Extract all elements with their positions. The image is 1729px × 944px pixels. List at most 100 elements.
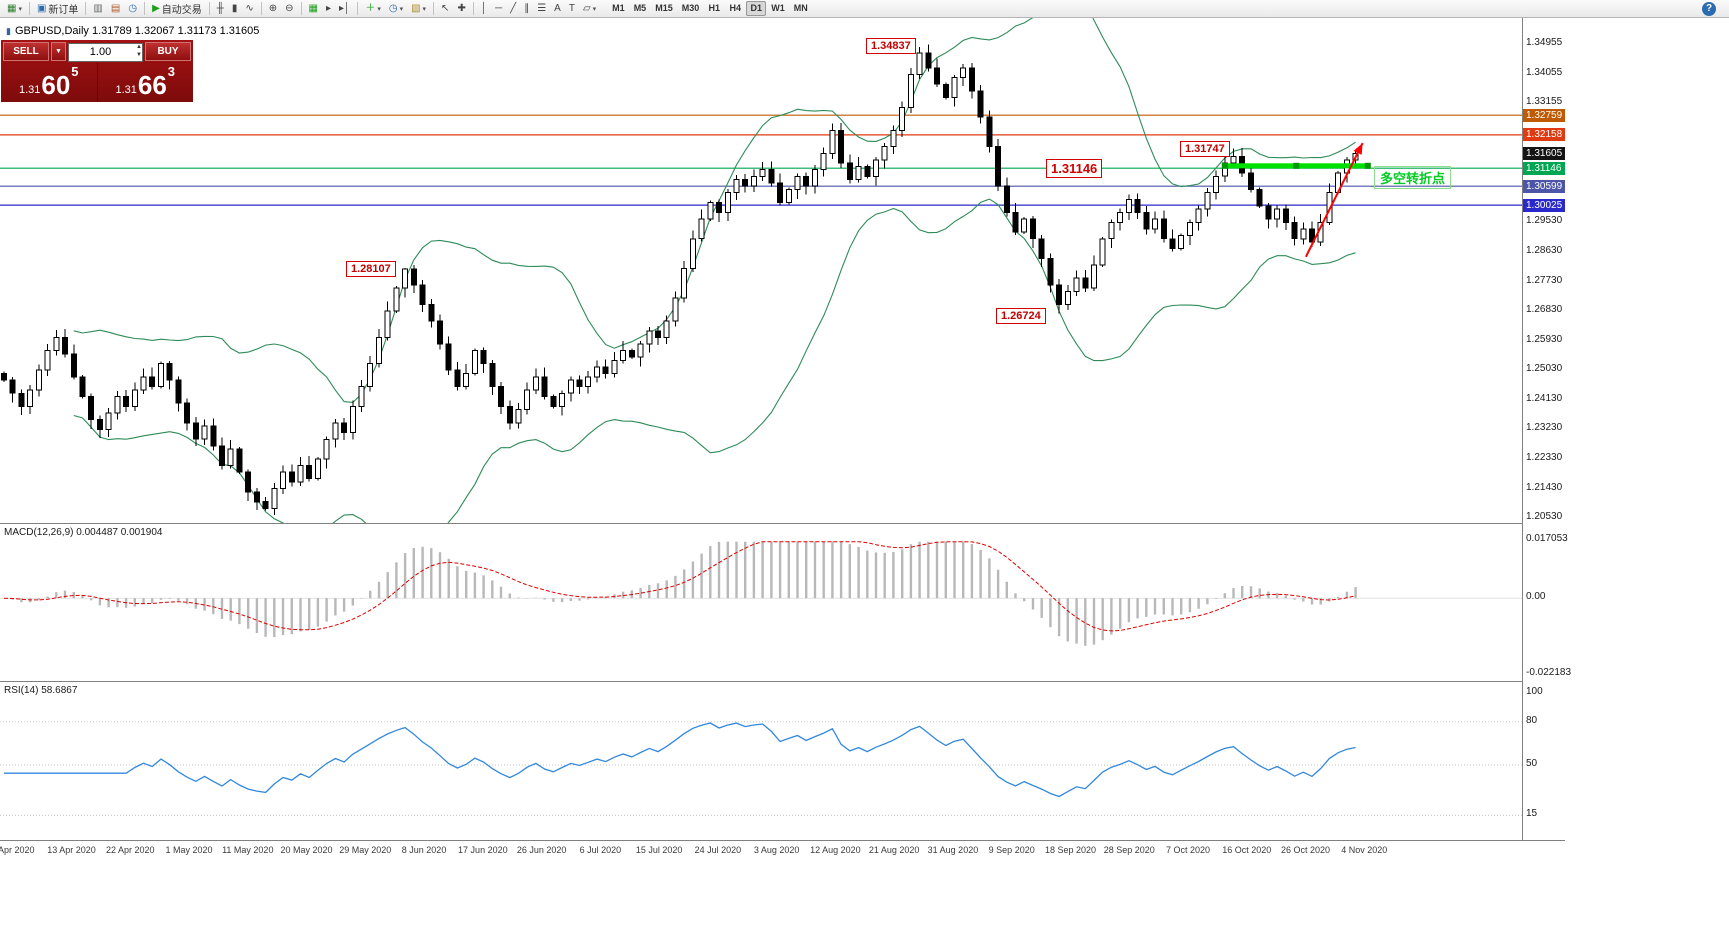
timeframe-h1[interactable]: H1 <box>704 1 724 16</box>
volume-spinner[interactable]: ▲ ▼ <box>136 43 142 59</box>
buy-button[interactable]: BUY <box>145 42 191 61</box>
vertical-line-icon[interactable]: │ <box>477 1 491 17</box>
channel-icon: ∥ <box>524 2 530 14</box>
macd-label: MACD(12,26,9) 0.004487 0.001904 <box>4 527 163 538</box>
text-icon[interactable]: A <box>550 1 565 17</box>
toolbar-separator <box>433 2 435 15</box>
caret-down-icon: ▼ <box>55 48 62 55</box>
indicators-icon[interactable]: ＋ ▾ <box>361 1 385 17</box>
date-label: 4 Apr 2020 <box>0 845 35 855</box>
fibonacci-icon: ☰ <box>537 2 547 14</box>
main-chart-panel[interactable]: ▮ GBPUSD,Daily 1.31789 1.32067 1.31173 1… <box>0 18 1522 523</box>
chart-ohlc-header: ▮ GBPUSD,Daily 1.31789 1.32067 1.31173 1… <box>6 25 259 37</box>
price-callout-1.28107[interactable]: 1.28107 <box>346 261 396 277</box>
trade-options-caret[interactable]: ▼ <box>51 42 66 61</box>
rsi-panel[interactable]: RSI(14) 58.6867 <box>0 681 1522 840</box>
sell-button[interactable]: SELL <box>3 42 49 61</box>
alerts-clock-icon[interactable]: ◷ <box>124 1 141 17</box>
zoom-out-icon[interactable]: ⊖ <box>281 1 297 17</box>
panel-divider[interactable] <box>0 521 1565 525</box>
templates-icon[interactable]: ▧ ▾ <box>407 1 430 17</box>
tile-windows-icon[interactable]: ▦ <box>305 1 322 17</box>
profiles-icon[interactable]: ▤ <box>107 1 124 17</box>
panel-divider[interactable] <box>0 679 1565 683</box>
timeframes-menu-icon[interactable]: ◷ ▾ <box>385 1 407 17</box>
date-label: 18 Sep 2020 <box>1044 845 1096 855</box>
bar-chart-type-icon[interactable]: ╫ <box>213 1 228 17</box>
toolbar-separator <box>472 2 474 15</box>
date-label: 22 Apr 2020 <box>105 845 155 855</box>
spin-up-icon[interactable]: ▲ <box>136 44 142 50</box>
line-chart-type-icon[interactable]: ∿ <box>241 1 257 17</box>
buy-price-display[interactable]: 1.31 66 3 <box>100 63 192 101</box>
price-callout-1.34837[interactable]: 1.34837 <box>866 38 916 54</box>
vertical-line-icon: │ <box>480 2 488 14</box>
candlestick-type-icon[interactable]: ▮ <box>228 1 242 17</box>
cursor-icon[interactable]: ↖ <box>437 1 453 17</box>
price-callout-1.31747[interactable]: 1.31747 <box>1180 141 1230 157</box>
price-callout-1.26724[interactable]: 1.26724 <box>996 308 1046 324</box>
trendline-icon[interactable]: ╱ <box>506 1 520 17</box>
timeframe-m15[interactable]: M15 <box>651 1 677 16</box>
toolbar-separator <box>357 2 359 15</box>
timeframe-w1[interactable]: W1 <box>767 1 789 16</box>
tile-windows-icon: ▦ <box>308 2 318 14</box>
auto-scroll-icon: ▸ <box>326 2 332 14</box>
volume-input[interactable] <box>68 42 143 62</box>
timeframe-h4[interactable]: H4 <box>725 1 745 16</box>
sell-price-display[interactable]: 1.31 60 5 <box>3 63 95 101</box>
help-icon[interactable]: ? <box>1702 1 1716 16</box>
date-label: 26 Jun 2020 <box>516 845 567 855</box>
date-label: 3 Aug 2020 <box>753 845 800 855</box>
price-tick: 1.34055 <box>1526 66 1563 78</box>
turning-point-note[interactable]: 多空转折点 <box>1374 166 1452 189</box>
price-tick: 1.24130 <box>1526 392 1563 404</box>
timeframe-m5[interactable]: M5 <box>630 1 651 16</box>
date-label: 29 May 2020 <box>339 845 392 855</box>
cursor-icon: ↖ <box>441 2 450 14</box>
date-label: 13 Apr 2020 <box>47 845 96 855</box>
price-tag-1.32158: 1.32158 <box>1523 128 1565 142</box>
new-order-button[interactable]: ▣ 新订单 <box>33 1 82 17</box>
crosshair-icon[interactable]: ✚ <box>453 1 469 17</box>
zoom-in-icon[interactable]: ⊕ <box>265 1 281 17</box>
price-axis[interactable]: 1.34955 1.34055 1.33155 1.29530 1.28630 1.277… <box>1522 18 1571 840</box>
price-tick: 1.28630 <box>1526 244 1563 256</box>
timeframe-toolbar: M1 M5 M15 M30 H1 H4 D1 W1 MN <box>608 1 812 16</box>
auto-trading-button-label: 自动交易 <box>161 5 202 16</box>
channel-icon[interactable]: ∥ <box>520 1 533 17</box>
crosshair-icon: ✚ <box>457 2 466 14</box>
time-axis[interactable]: 4 Apr 2020 13 Apr 2020 22 Apr 2020 1 May 20… <box>0 840 1565 860</box>
auto-trading-button[interactable]: ▶ 自动交易 <box>148 1 206 17</box>
support-zone-line[interactable] <box>1221 162 1371 169</box>
auto-scroll-icon[interactable]: ▸ <box>322 1 335 17</box>
date-label: 6 Jul 2020 <box>579 845 622 855</box>
timeframe-m1[interactable]: M1 <box>608 1 629 16</box>
timeframe-d1[interactable]: D1 <box>746 1 767 16</box>
macd-canvas[interactable] <box>0 524 1522 682</box>
price-tag-1.30025: 1.30025 <box>1523 198 1565 212</box>
shapes-icon[interactable]: ▱ ▾ <box>579 1 600 17</box>
label-icon: T <box>568 2 575 14</box>
trend-arrow[interactable] <box>1305 142 1364 258</box>
sell-price-pips: 60 <box>41 70 71 100</box>
charts-window-icon[interactable]: ▥ <box>89 1 106 17</box>
price-chart-canvas[interactable] <box>0 18 1522 523</box>
timeframe-mn[interactable]: MN <box>790 1 812 16</box>
price-tick: 1.25030 <box>1526 363 1563 375</box>
caret-down-icon: ▾ <box>18 5 22 13</box>
horizontal-line-icon[interactable]: ─ <box>491 1 506 17</box>
timeframe-m30[interactable]: M30 <box>678 1 704 16</box>
macd-panel[interactable]: MACD(12,26,9) 0.004487 0.001904 <box>0 523 1522 681</box>
date-label: 9 Sep 2020 <box>988 845 1035 855</box>
spin-down-icon[interactable]: ▼ <box>136 52 142 58</box>
price-tick: 1.20530 <box>1526 511 1563 523</box>
new-chart-icon[interactable]: ▦ ▾ <box>3 1 26 17</box>
rsi-canvas[interactable] <box>0 682 1522 841</box>
price-callout-1.31146[interactable]: 1.31146 <box>1046 159 1103 178</box>
fibonacci-icon[interactable]: ☰ <box>533 1 550 17</box>
chart-window: ▮ GBPUSD,Daily 1.31789 1.32067 1.31173 1… <box>0 18 1571 860</box>
chart-shift-icon[interactable]: ▸│ <box>335 1 354 17</box>
label-icon[interactable]: T <box>565 1 579 17</box>
price-tick: 1.22330 <box>1526 452 1563 463</box>
